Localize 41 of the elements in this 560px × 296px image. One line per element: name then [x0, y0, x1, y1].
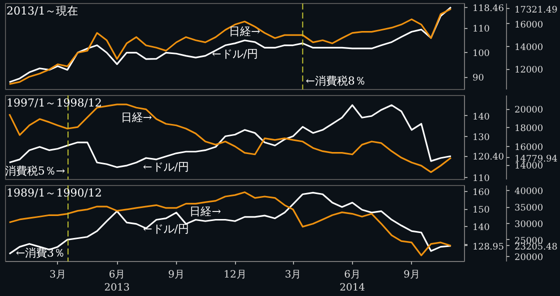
y2-tick-label: 16000	[514, 142, 544, 153]
x-tick-label: 9月	[403, 270, 420, 280]
y-tick-label: 130	[472, 132, 490, 143]
annotation: 日経→	[120, 110, 152, 124]
y2-tick-label: 20000	[514, 106, 544, 116]
y2-tick-label: 20000	[514, 252, 544, 263]
y-tick-label: 90	[472, 74, 484, 84]
annotation: ←ドル/円	[212, 47, 258, 60]
x-tick-label: 12月	[224, 270, 246, 280]
y2-tick-label: 40000	[514, 187, 544, 198]
chart-title: 2013/1～現在	[6, 4, 78, 18]
y2-tick-label: 14000	[514, 43, 544, 53]
annotation: ←ドル/円	[143, 160, 189, 174]
y-tick-label: 120.40	[472, 152, 504, 163]
y2-tick-label: 23205.48	[514, 242, 558, 252]
y2-tick-label: 14000	[514, 162, 544, 172]
y2-tick-label: 18000	[514, 124, 544, 134]
y-tick-label: 110	[472, 24, 490, 35]
x-tick-label: 6月 2013	[104, 270, 130, 294]
ref-line-label: ←消費税8％	[306, 74, 366, 88]
y-tick-label: 140	[472, 223, 490, 234]
x-tick-label: 6月 2014	[340, 270, 366, 294]
x-tick-label: 3月	[284, 270, 302, 280]
y-tick-label: 100	[472, 49, 490, 60]
y2-tick-label: 30000	[514, 220, 544, 230]
y2-tick-label: 35000	[514, 204, 544, 214]
y-tick-label: 118.46	[472, 4, 504, 14]
annotation: 日経→	[190, 205, 221, 218]
y-tick-label: 140	[472, 112, 490, 122]
y-tick-label: 128.95	[472, 242, 504, 252]
chart-title: 1989/1～1990/12	[6, 186, 102, 200]
y2-tick-label: 16000	[514, 20, 544, 30]
y2-tick-label: 12000	[514, 66, 544, 76]
chart-title: 1997/1～1998/12	[6, 96, 102, 110]
y-tick-label: 110	[472, 174, 490, 184]
y-tick-label: 150	[472, 206, 490, 216]
x-tick-label: 3月	[50, 270, 66, 280]
y2-tick-label: 17321.49	[514, 5, 558, 16]
x-tick-label: 9月	[168, 270, 185, 280]
annotation: 日経→	[229, 25, 260, 38]
y-tick-label: 160	[472, 188, 490, 198]
